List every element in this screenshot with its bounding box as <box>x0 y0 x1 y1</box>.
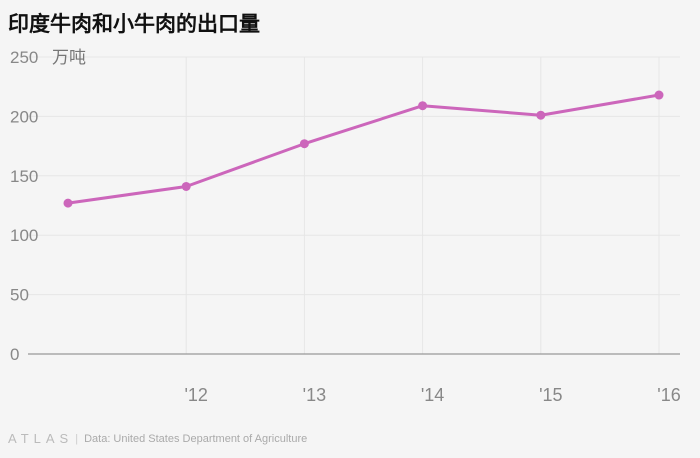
x-tick-label: '15 <box>539 385 562 405</box>
data-point <box>181 181 191 191</box>
y-tick-label: 0 <box>10 345 19 364</box>
source-note: Data: United States Department of Agricu… <box>84 432 308 445</box>
footer-separator: | <box>75 432 79 445</box>
chart-title: 印度牛肉和小牛肉的出口量 <box>8 12 260 36</box>
data-point <box>418 101 428 111</box>
y-tick-label: 100 <box>10 226 38 245</box>
x-tick-label: '13 <box>303 385 326 405</box>
data-point <box>299 139 309 149</box>
data-point <box>63 198 73 208</box>
y-tick-label: 200 <box>10 107 38 126</box>
footer: ATLAS | Data: United States Department o… <box>8 431 307 446</box>
y-unit-label: 万吨 <box>52 48 86 68</box>
data-point <box>536 110 546 120</box>
x-tick-label: '12 <box>184 385 207 405</box>
y-tick-label: 250 <box>10 48 38 67</box>
y-tick-label: 50 <box>10 286 29 305</box>
y-tick-label: 150 <box>10 167 38 186</box>
data-point <box>654 90 664 100</box>
series-line <box>66 93 661 205</box>
x-tick-label: '16 <box>657 385 680 405</box>
x-tick-label: '14 <box>421 385 444 405</box>
atlas-logo: ATLAS <box>8 431 74 446</box>
